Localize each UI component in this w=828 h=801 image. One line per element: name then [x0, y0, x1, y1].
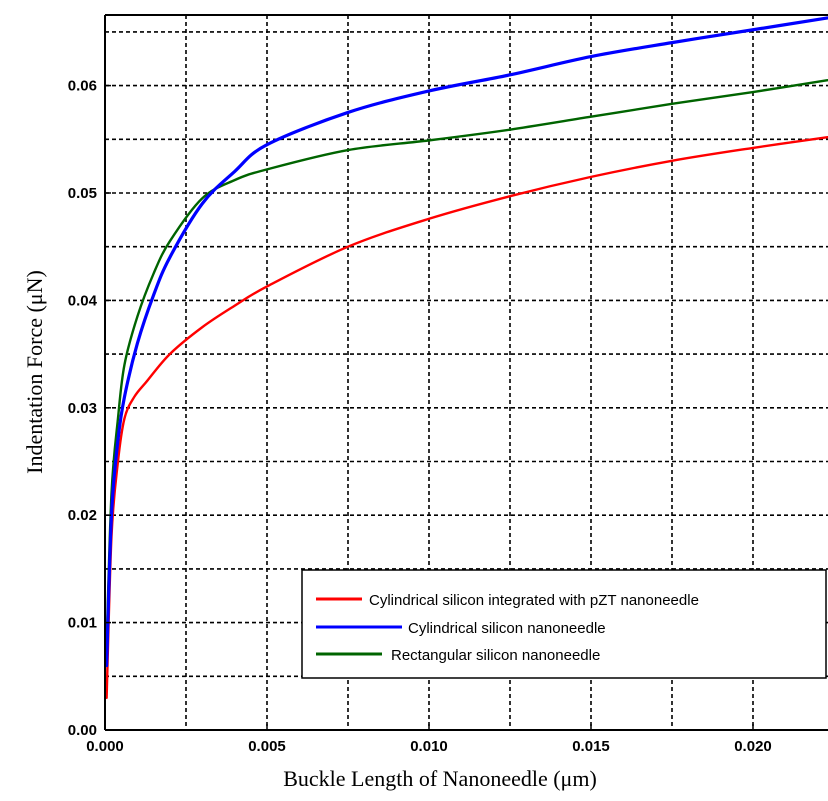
x-tick-label: 0.005 — [248, 738, 286, 755]
legend: Cylindrical silicon integrated with pZT … — [301, 569, 827, 679]
y-tick-label: 0.01 — [68, 615, 97, 632]
legend-label-cylindrical: Cylindrical silicon nanoneedle — [408, 620, 606, 637]
y-tick-label: 0.05 — [68, 185, 97, 202]
y-tick-label: 0.00 — [68, 722, 97, 739]
series-line-pzt — [105, 135, 828, 699]
legend-label-pzt: Cylindrical silicon integrated with pZT … — [369, 592, 699, 609]
series-lines — [105, 16, 828, 699]
grid-lines — [105, 15, 828, 730]
y-tick-label: 0.02 — [68, 507, 97, 524]
y-tick-label: 0.04 — [68, 292, 98, 309]
x-axis-title: Buckle Length of Nanoneedle (μm) — [283, 766, 597, 791]
legend-box — [301, 569, 827, 679]
x-tick-label: 0.015 — [572, 738, 610, 755]
legend-label-rectangular: Rectangular silicon nanoneedle — [391, 647, 600, 664]
series-line-rectangular — [105, 79, 828, 646]
y-tick-label: 0.06 — [68, 78, 97, 95]
series-line-cylindrical — [105, 16, 828, 668]
y-axis-ticks: 0.00 0.01 0.02 0.03 0.04 0.05 0.06 — [68, 78, 111, 739]
y-axis-title: Indentation Force (μN) — [22, 270, 47, 474]
y-tick-label: 0.03 — [68, 400, 97, 417]
x-tick-label: 0.010 — [410, 738, 448, 755]
x-tick-label: 0.020 — [734, 738, 772, 755]
x-axis-ticks: 0.000 0.005 0.010 0.015 0.020 — [86, 724, 772, 755]
x-tick-label: 0.000 — [86, 738, 124, 755]
